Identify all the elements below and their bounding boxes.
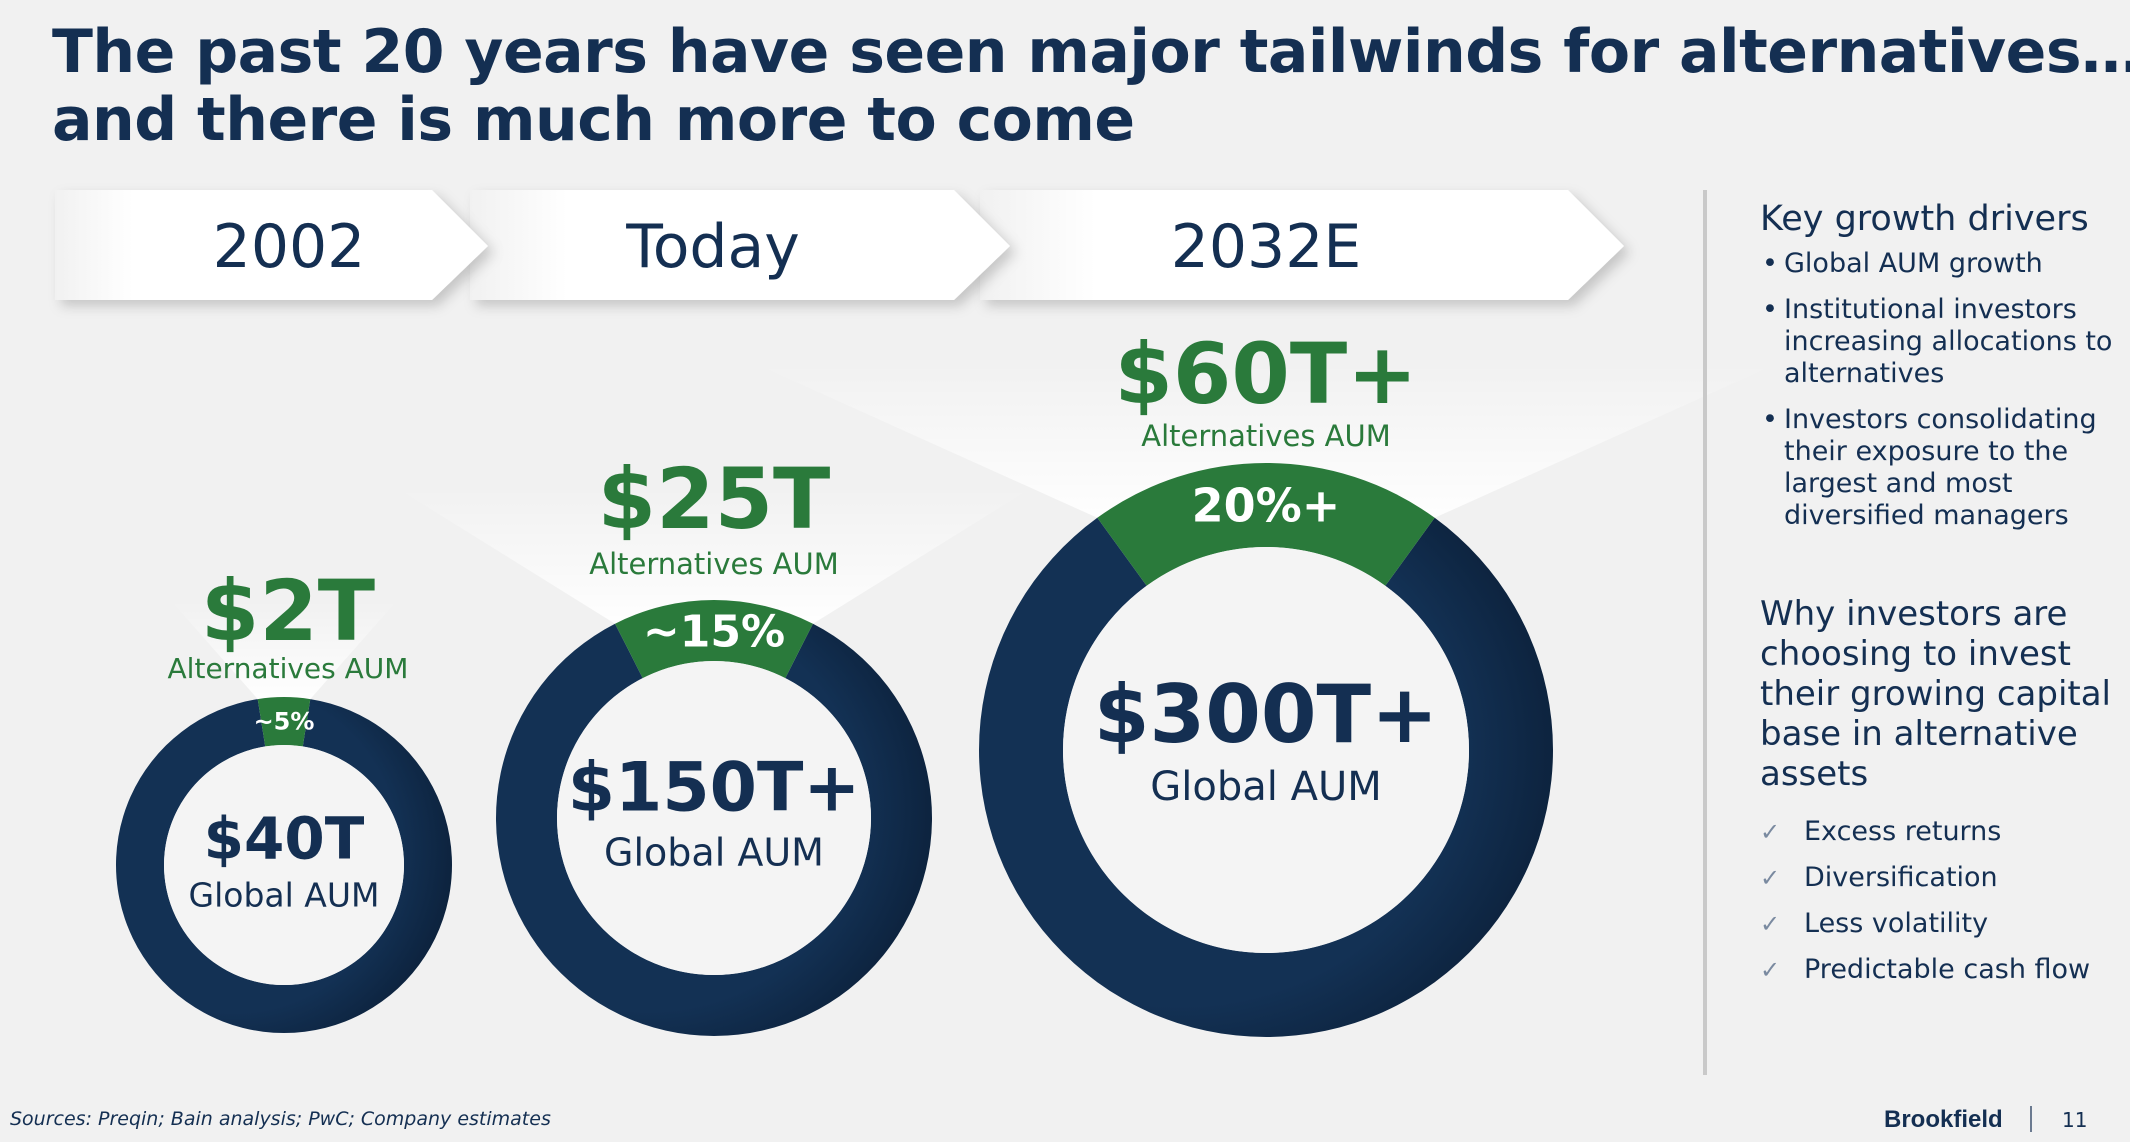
- global-aum-segment: [979, 517, 1553, 1037]
- alt-aum-label: Alternatives AUM: [1141, 419, 1391, 453]
- period-label-2032e: 2032E: [1170, 212, 1362, 282]
- alt-share-label: ~15%: [643, 606, 785, 657]
- alt-aum-value: $60T+: [1114, 325, 1417, 423]
- check-icon: ✓: [1760, 910, 1781, 938]
- alternatives-segment: [1097, 463, 1435, 586]
- donut-hole: [164, 745, 404, 985]
- why-heading: Why investors are choosing to invest the…: [1760, 594, 2112, 794]
- global-aum-label: Global AUM: [1150, 764, 1381, 810]
- period-label-2002: 2002: [212, 212, 366, 282]
- title-line-2: and there is much more to come: [52, 85, 1135, 155]
- driver-item: Global AUM growth: [1760, 248, 2120, 280]
- title-line-1: The past 20 years have seen major tailwi…: [52, 17, 2130, 87]
- check-icon: ✓: [1760, 956, 1781, 984]
- spotlight-beam: [396, 488, 1032, 624]
- footer-separator: [2030, 1106, 2032, 1132]
- global-aum-value: $300T+: [1094, 668, 1438, 761]
- global-aum-label: Global AUM: [189, 875, 380, 914]
- sources-note: Sources: Preqin; Bain analysis; PwC; Com…: [10, 1108, 551, 1130]
- spotlight-beam: [170, 600, 398, 700]
- alt-aum-label: Alternatives AUM: [168, 652, 409, 685]
- alt-share-label: 20%+: [1192, 479, 1341, 533]
- reasons-list: ✓ Excess returns ✓ Diversification ✓ Less v…: [1760, 816, 2120, 986]
- reason-item: ✓ Diversification: [1760, 862, 2120, 894]
- page-number: 11: [2062, 1108, 2088, 1132]
- reason-item: ✓ Excess returns: [1760, 816, 2120, 848]
- page-title: The past 20 years have seen major tailwi…: [52, 17, 2130, 155]
- reason-item: ✓ Predictable cash flow: [1760, 954, 2120, 986]
- global-aum-value: $40T: [204, 804, 365, 872]
- alt-aum-label: Alternatives AUM: [589, 547, 839, 581]
- drivers-list: Global AUM growth Institutional investor…: [1760, 248, 2120, 532]
- brand-logo: Brookfield: [1884, 1106, 2003, 1133]
- alt-aum-value: $25T: [598, 450, 831, 548]
- check-icon: ✓: [1760, 864, 1781, 892]
- driver-item: Institutional investors increasing alloc…: [1760, 294, 2120, 390]
- reason-label: Diversification: [1804, 862, 1998, 893]
- driver-item: Investors consolidating their exposure t…: [1760, 404, 2120, 532]
- reason-label: Predictable cash flow: [1804, 954, 2091, 985]
- donut-hole: [557, 661, 871, 975]
- donut-hole: [1063, 547, 1469, 953]
- period-label-today: Today: [626, 212, 800, 282]
- global-aum-value: $150T+: [568, 748, 861, 827]
- check-icon: ✓: [1760, 818, 1781, 846]
- global-aum-label: Global AUM: [604, 831, 824, 875]
- spotlight-beam: [753, 363, 1779, 518]
- global-aum-segment: [495, 623, 932, 1036]
- reason-item: ✓ Less volatility: [1760, 908, 2120, 940]
- sidebar: Key growth drivers Global AUM growth Ins…: [1760, 198, 2120, 1000]
- alt-share-label: ~5%: [254, 708, 315, 736]
- reason-label: Less volatility: [1804, 908, 1989, 939]
- sidebar-divider: [1703, 190, 1707, 1075]
- alternatives-segment: [257, 697, 311, 747]
- drivers-heading: Key growth drivers: [1760, 199, 2089, 239]
- alternatives-segment: [615, 600, 813, 679]
- alt-aum-value: $2T: [201, 562, 375, 660]
- reason-label: Excess returns: [1804, 816, 2002, 847]
